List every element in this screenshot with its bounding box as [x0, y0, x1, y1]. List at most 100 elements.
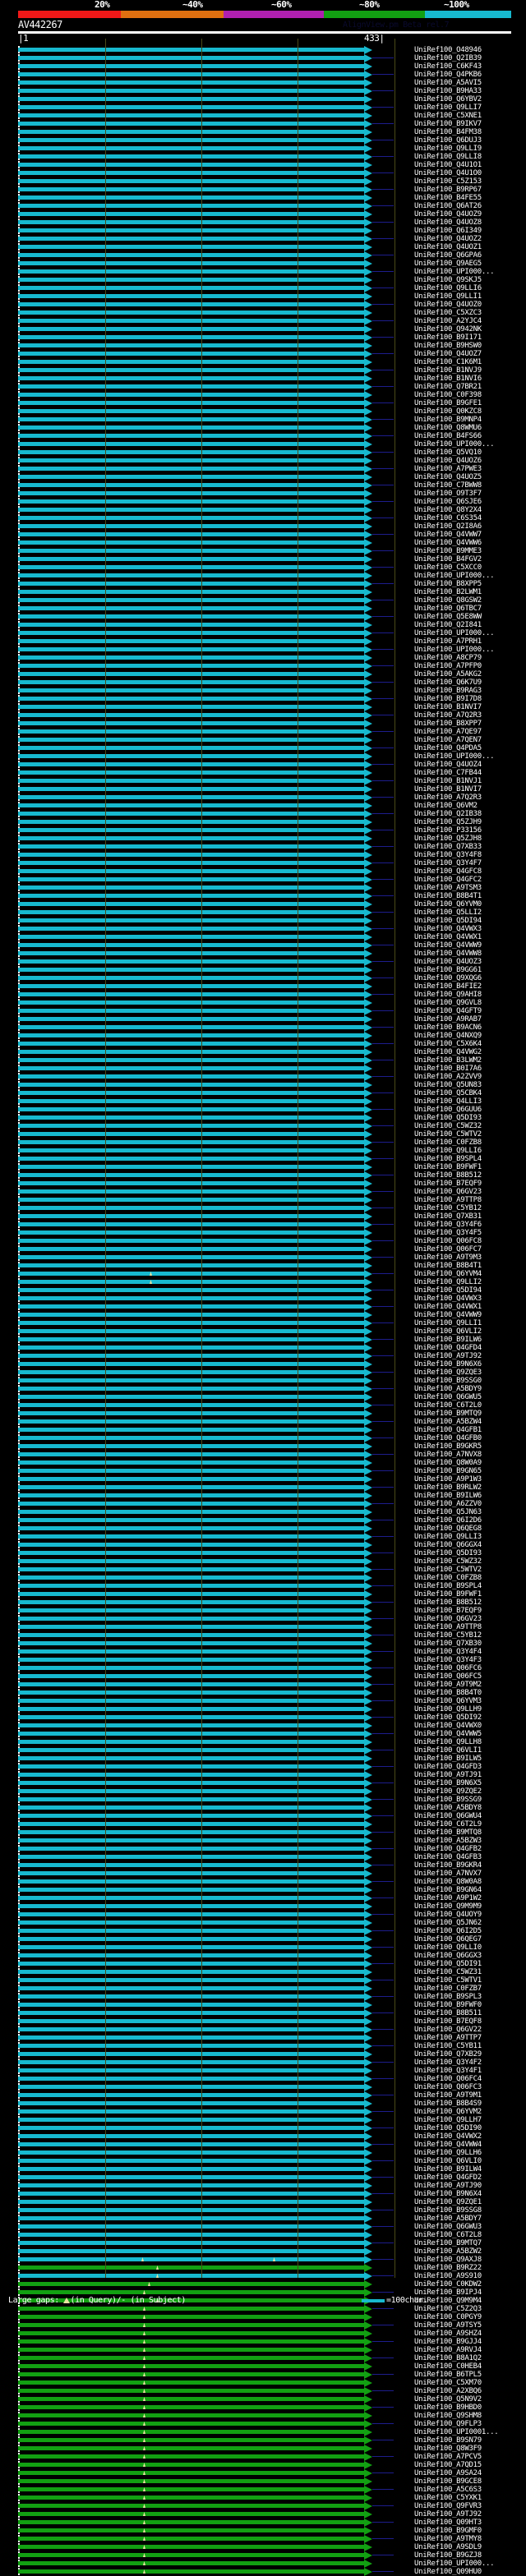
alignment-row[interactable]: UniRef100_C5XNE1 [0, 112, 526, 120]
hit-bar[interactable] [18, 984, 364, 988]
hit-bar[interactable] [18, 278, 364, 282]
alignment-row[interactable]: UniRef100_Q09HT3 [0, 2518, 526, 2527]
hit-label[interactable]: UniRef100_Q06FC7 [414, 1245, 482, 1254]
alignment-row[interactable]: UniRef100_Q4VWW9 [0, 1311, 526, 1319]
hit-bar[interactable] [18, 2331, 364, 2335]
alignment-row[interactable]: UniRef100_A5BDY8 [0, 1804, 526, 1812]
alignment-row[interactable]: UniRef100_B1NVI7 [0, 703, 526, 711]
alignment-row[interactable]: UniRef100_Q4GFB2 [0, 1845, 526, 1853]
hit-label[interactable]: UniRef100_Q7XB29 [414, 2050, 482, 2058]
hit-bar[interactable] [18, 1863, 364, 1867]
alignment-row[interactable]: UniRef100_B9IPJ4 [0, 2288, 526, 2297]
hit-label[interactable]: UniRef100_Q3Y4F2 [414, 2058, 482, 2067]
hit-bar[interactable] [18, 204, 364, 208]
hit-label[interactable]: UniRef100_B9MTQ8 [414, 1828, 482, 1837]
hit-bar[interactable] [18, 1132, 364, 1136]
alignment-row[interactable]: UniRef100_B3LWM2 [0, 1056, 526, 1065]
alignment-row[interactable]: UniRef100_A7PCV5 [0, 2453, 526, 2461]
alignment-row[interactable]: UniRef100_Q2IB39 [0, 54, 526, 62]
alignment-row[interactable]: UniRef100_B9SPL4 [0, 1582, 526, 1590]
hit-bar[interactable] [18, 540, 364, 545]
alignment-row[interactable]: UniRef100_B9RLW2 [0, 1484, 526, 1492]
alignment-row[interactable]: UniRef100_Q6VLI2 [0, 1327, 526, 1336]
hit-bar[interactable] [18, 1567, 364, 1571]
hit-bar[interactable] [18, 1066, 364, 1070]
hit-label[interactable]: UniRef100_B1NVJ1 [414, 777, 482, 785]
hit-bar[interactable] [18, 401, 364, 405]
alignment-row[interactable]: UniRef100_Q2I8A6 [0, 522, 526, 531]
alignment-row[interactable]: UniRef100_Q4UOZ4 [0, 761, 526, 769]
hit-label[interactable]: UniRef100_Q4VWW5 [414, 1730, 482, 1738]
hit-bar[interactable] [18, 1781, 364, 1785]
hit-bar[interactable] [18, 1493, 364, 1497]
hit-label[interactable]: UniRef100_Q6YVM2 [414, 2108, 482, 2116]
alignment-row[interactable]: UniRef100_Q9LLH6 [0, 2149, 526, 2157]
hit-label[interactable]: UniRef100_B8A1Q2 [414, 2354, 482, 2362]
hit-bar[interactable] [18, 524, 364, 528]
hit-label[interactable]: UniRef100_A5BDY7 [414, 2215, 482, 2223]
alignment-row[interactable]: UniRef100_Q4NXQ9 [0, 1032, 526, 1040]
hit-label[interactable]: UniRef100_Q7XB30 [414, 1640, 482, 1648]
hit-label[interactable]: UniRef100_B1NVI7 [414, 703, 482, 711]
hit-bar[interactable] [18, 1460, 364, 1465]
hit-bar[interactable] [18, 1715, 364, 1719]
hit-label[interactable]: UniRef100_Q5LLI2 [414, 908, 482, 917]
hit-bar[interactable] [18, 902, 364, 906]
hit-label[interactable]: UniRef100_Q4UOZ8 [414, 218, 482, 227]
alignment-row[interactable]: UniRef100_Q7XB30 [0, 1640, 526, 1648]
alignment-row[interactable]: UniRef100_B9I7D8 [0, 695, 526, 703]
alignment-row[interactable]: UniRef100_C1K6M1 [0, 358, 526, 366]
hit-bar[interactable] [18, 1157, 364, 1161]
alignment-row[interactable]: UniRef100_Q4UOY9 [0, 1911, 526, 1919]
hit-bar[interactable] [18, 56, 364, 60]
hit-label[interactable]: UniRef100_UPI000... [414, 572, 495, 580]
alignment-row[interactable]: UniRef100_Q4U1O1 [0, 161, 526, 169]
alignment-row[interactable]: UniRef100_C0FZB8 [0, 1138, 526, 1147]
hit-label[interactable]: UniRef100_A9SDL9 [414, 2543, 482, 2551]
alignment-row[interactable]: UniRef100_Q5DI94 [0, 917, 526, 925]
hit-label[interactable]: UniRef100_Q4UOZ4 [414, 761, 482, 769]
alignment-row[interactable]: UniRef100_Q6YVM0 [0, 900, 526, 908]
hit-label[interactable]: UniRef100_Q6I349 [414, 227, 482, 235]
hit-label[interactable]: UniRef100_A5BDY8 [414, 1804, 482, 1812]
hit-bar[interactable] [18, 1337, 364, 1341]
alignment-row[interactable]: UniRef100_A9T9M2 [0, 1681, 526, 1689]
hit-bar[interactable] [18, 2463, 364, 2467]
alignment-row[interactable]: UniRef100_A9TTP8 [0, 1196, 526, 1204]
alignment-row[interactable]: UniRef100_Q9XQG6 [0, 974, 526, 982]
hit-label[interactable]: UniRef100_Q4VWW6 [414, 539, 482, 547]
hit-label[interactable]: UniRef100_Q0KZC8 [414, 407, 482, 416]
alignment-row[interactable]: UniRef100_B9GCE8 [0, 2477, 526, 2486]
hit-bar[interactable] [18, 196, 364, 200]
alignment-row[interactable]: UniRef100_Q9LLI7 [0, 104, 526, 112]
hit-label[interactable]: UniRef100_UPI000... [414, 629, 495, 637]
hit-label[interactable]: UniRef100_Q9LLI0 [414, 1944, 482, 1952]
hit-label[interactable]: UniRef100_B9SPL4 [414, 1582, 482, 1590]
alignment-row[interactable]: UniRef100_B9GFE1 [0, 399, 526, 407]
hit-bar[interactable] [18, 1091, 364, 1095]
hit-bar[interactable] [18, 2520, 364, 2524]
alignment-row[interactable]: UniRef100_B9HSW0 [0, 342, 526, 350]
hit-bar[interactable] [18, 2323, 364, 2327]
hit-bar[interactable] [18, 1625, 364, 1629]
hit-label[interactable]: UniRef100_Q5JN62 [414, 1919, 482, 1927]
alignment-row[interactable]: UniRef100_B9SPL4 [0, 1155, 526, 1163]
hit-bar[interactable] [18, 836, 364, 840]
alignment-row[interactable]: UniRef100_Q9AEG5 [0, 260, 526, 268]
alignment-row[interactable]: UniRef100_A5BDY7 [0, 2215, 526, 2223]
hit-label[interactable]: UniRef100_B9GG61 [414, 966, 482, 974]
alignment-row[interactable]: UniRef100_B9ILW6 [0, 1492, 526, 1500]
hit-bar[interactable] [18, 787, 364, 791]
alignment-row[interactable]: UniRef100_Q9ZQE1 [0, 2198, 526, 2206]
hit-bar[interactable] [18, 1649, 364, 1654]
hit-bar[interactable] [18, 1723, 364, 1727]
hit-label[interactable]: UniRef100_Q9AXJ8 [414, 2256, 482, 2264]
alignment-row[interactable]: UniRef100_Q942NK [0, 325, 526, 334]
hit-label[interactable]: UniRef100_B9N6X6 [414, 1360, 482, 1368]
hit-bar[interactable] [18, 1896, 364, 1900]
hit-label[interactable]: UniRef100_Q7XB31 [414, 1212, 482, 1221]
hit-label[interactable]: UniRef100_A5AVI5 [414, 79, 482, 87]
alignment-row[interactable]: UniRef100_B8B512 [0, 1598, 526, 1607]
hit-label[interactable]: UniRef100_C1K6M1 [414, 358, 482, 366]
hit-label[interactable]: UniRef100_A9T9M2 [414, 1681, 482, 1689]
